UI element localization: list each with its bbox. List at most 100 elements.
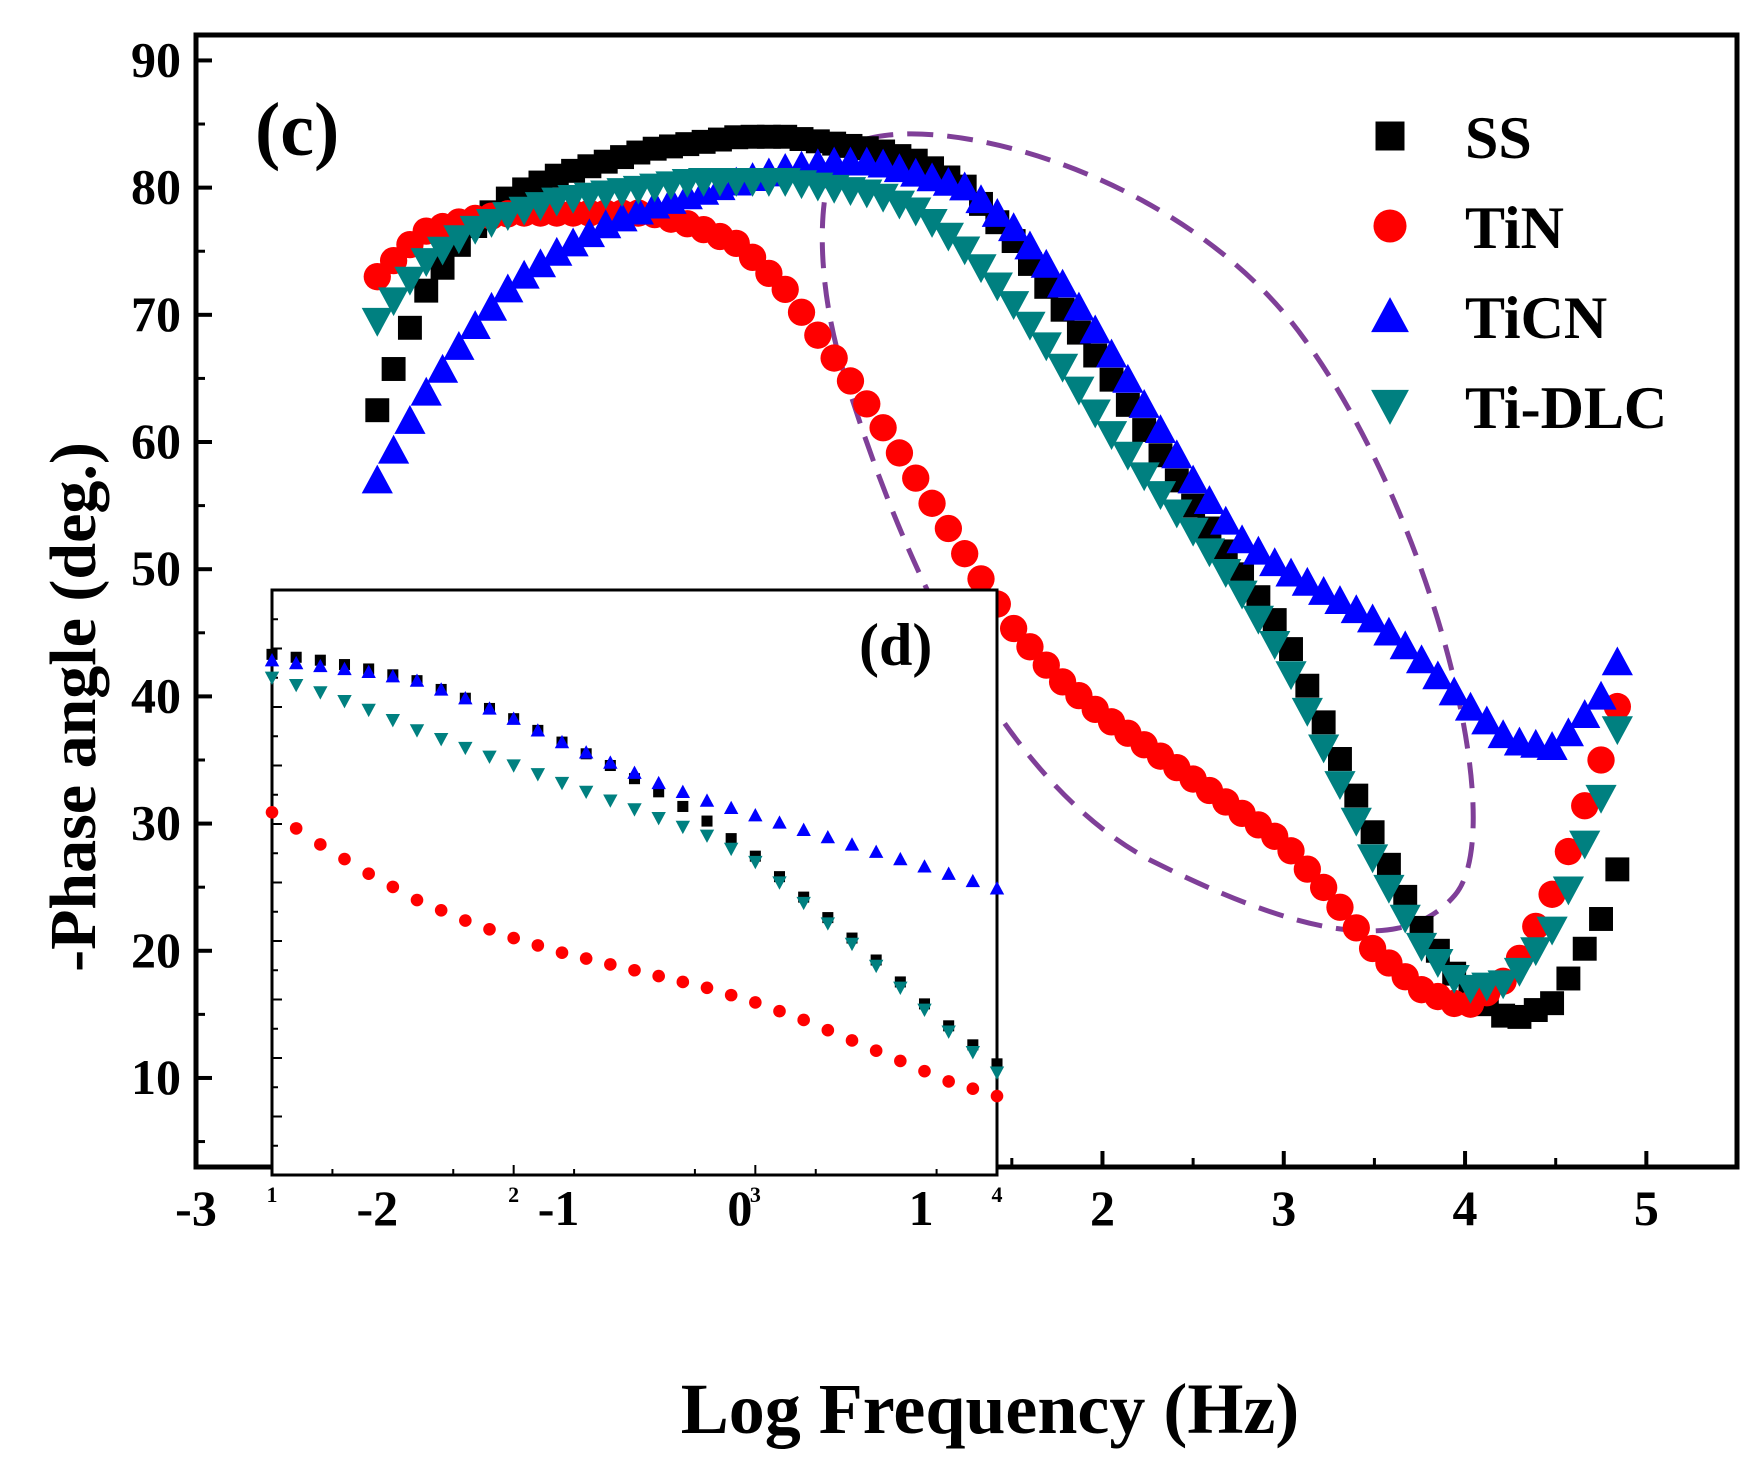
main-axes: -3 -2 -1 0 1 2 3 4 5 10 20 30 40 50 60 70 80 90 [131,31,1740,1236]
data-point [1503,957,1536,987]
inset-data-point [749,996,762,1009]
x-tick-label: 5 [1634,1180,1659,1236]
data-point [820,344,848,372]
y-tick-label: 20 [131,922,181,978]
data-point [965,254,997,284]
data-point [492,273,524,303]
data-point [804,321,832,349]
inset-data-point [361,703,376,718]
data-point [1128,389,1160,418]
inset-data-point [652,969,665,983]
data-point [949,171,981,201]
data-point [1046,353,1079,383]
inset-data-point [748,855,763,870]
inset-data-point [482,750,497,764]
inset-data-point [554,734,570,749]
data-point [1520,937,1552,967]
inset-data-point [288,655,304,670]
data-point [951,540,979,568]
data-point [443,225,475,255]
inset-data-point [773,1004,786,1018]
inset-data-point [265,806,279,819]
inset-data-point [458,691,473,705]
data-point [524,248,557,278]
inset-data-point [965,1046,981,1060]
inset-data-point [941,866,956,880]
inset-data-point [893,981,908,995]
data-point [1279,637,1303,662]
inset-data-point [362,867,375,881]
inset-data-point [433,733,449,747]
inset-data-point [724,988,738,1002]
inset-data-point [723,842,739,857]
data-point [1210,505,1242,535]
inset-data-point [918,1064,931,1078]
data-point [508,259,540,289]
inset-data-point [675,820,691,835]
data-point [869,414,897,442]
data-point [1259,630,1291,660]
inset-data-point [361,664,376,679]
series-ticn [361,146,1633,761]
inset-data-point [748,808,763,822]
inset-data-point [868,844,884,858]
inset-data-point [772,876,787,890]
inset-data-point [507,931,520,945]
data-point [475,208,508,238]
data-point [1552,717,1584,747]
inset-data-point [796,896,811,911]
inset-data-point [821,1023,835,1037]
data-point [1324,585,1356,615]
data-point [426,353,459,383]
data-point [1311,710,1336,735]
inset-data-point [288,678,304,693]
inset-data-point [410,893,424,907]
data-point [1308,734,1340,764]
inset-data-point [651,775,666,790]
data-point [1095,338,1128,368]
legend-marker-ticn [1371,297,1409,333]
data-point [1046,268,1079,298]
data-point [1342,914,1370,942]
y-axis-title: -Phase angle (deg.) [37,442,110,972]
data-point [1226,580,1258,610]
inset-series-ti-dlc [264,671,1005,1080]
inset-data-point [530,723,546,737]
inset-x-tick-label: 2 [508,1182,519,1207]
inset-data-point [264,653,280,667]
data-point [443,331,475,360]
data-point [967,565,995,593]
inset-data-point [989,1066,1005,1080]
inset-data-point [653,786,665,798]
data-point [397,315,422,340]
data-point [787,298,816,326]
inset-data-point [434,903,448,917]
x-tick-label: 0 [727,1180,752,1236]
data-point [430,255,455,280]
data-point [1422,948,1454,978]
data-point [1324,771,1356,801]
data-point [1226,524,1258,554]
data-point [918,489,946,517]
data-point [381,357,406,381]
data-point [1259,547,1291,577]
inset-data-point [869,1044,883,1057]
data-point [410,248,442,277]
inset-data-point [458,741,473,756]
data-point [1275,661,1307,691]
data-point [934,514,963,543]
inset-data-point [603,794,618,808]
data-point [981,197,1013,227]
inset-data-point [482,701,497,715]
data-point [1308,575,1340,605]
data-point [885,439,914,467]
y-tick-label: 30 [131,795,181,851]
data-point [1095,421,1128,450]
data-point [1536,916,1568,946]
data-point [1016,633,1044,661]
inset-data-point [627,803,642,817]
y-tick-label: 80 [131,159,181,215]
data-point [1275,557,1307,587]
inset-data-point [699,793,715,807]
data-point [965,184,997,214]
